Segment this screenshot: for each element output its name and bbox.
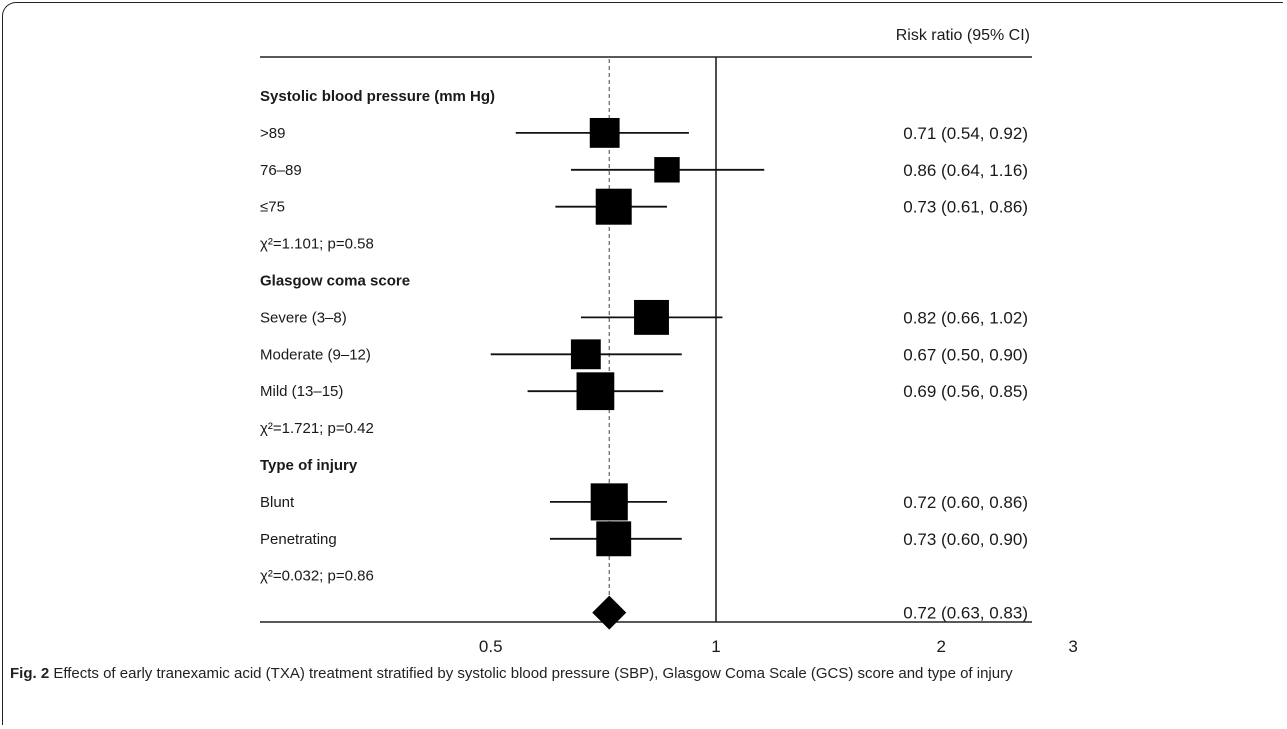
figure-caption: Fig. 2 Effects of early tranexamic acid … [10, 664, 1160, 684]
x-tick-label: 1 [711, 637, 720, 656]
row-label: ≤75 [260, 199, 285, 216]
risk-ratio-value: 0.73 (0.60, 0.90) [903, 530, 1028, 549]
risk-ratio-value: 0.72 (0.63, 0.83) [903, 604, 1028, 623]
point-estimate-square [570, 339, 601, 370]
row-label: Severe (3–8) [260, 309, 347, 326]
risk-ratio-value: 0.69 (0.56, 0.85) [903, 382, 1028, 401]
group-heading: Glasgow coma score [260, 273, 410, 290]
point-estimate-square [596, 521, 632, 557]
row-label: Moderate (9–12) [260, 346, 371, 363]
caption-text: Effects of early tranexamic acid (TXA) t… [53, 665, 1013, 682]
forest-plot: Risk ratio (95% CI) Systolic blood press… [260, 27, 1078, 656]
row-label: Penetrating [260, 531, 337, 548]
row-label: Mild (13–15) [260, 383, 343, 400]
x-tick-label: 3 [1068, 637, 1077, 656]
risk-ratio-value: 0.72 (0.60, 0.86) [903, 493, 1028, 512]
caption-prefix: Fig. 2 [10, 665, 50, 682]
heterogeneity-stat: χ²=1.721; p=0.42 [260, 420, 374, 437]
row-label: >89 [260, 125, 285, 142]
risk-ratio-value: 0.73 (0.61, 0.86) [903, 198, 1028, 217]
point-estimate-square [654, 157, 680, 183]
point-estimate-square [595, 188, 632, 225]
heterogeneity-stat: χ²=0.032; p=0.86 [260, 568, 374, 585]
risk-ratio-value: 0.71 (0.54, 0.92) [903, 124, 1028, 143]
group-heading: Systolic blood pressure (mm Hg) [260, 88, 495, 105]
risk-ratio-value: 0.67 (0.50, 0.90) [903, 345, 1028, 364]
overall-diamond [592, 595, 627, 630]
group-heading: Type of injury [260, 457, 358, 474]
row-label: 76–89 [260, 162, 302, 179]
risk-ratio-value: 0.82 (0.66, 1.02) [903, 308, 1028, 327]
row-label: Blunt [260, 494, 295, 511]
x-tick-label: 0.5 [479, 637, 503, 656]
point-estimate-square [634, 299, 669, 335]
point-estimate-square [590, 483, 628, 521]
risk-ratio-value: 0.86 (0.64, 1.16) [903, 161, 1028, 180]
point-estimate-square [589, 117, 620, 148]
point-estimate-square [576, 372, 615, 411]
x-tick-label: 2 [937, 637, 946, 656]
heterogeneity-stat: χ²=1.101; p=0.58 [260, 236, 374, 253]
column-header: Risk ratio (95% CI) [896, 27, 1030, 44]
